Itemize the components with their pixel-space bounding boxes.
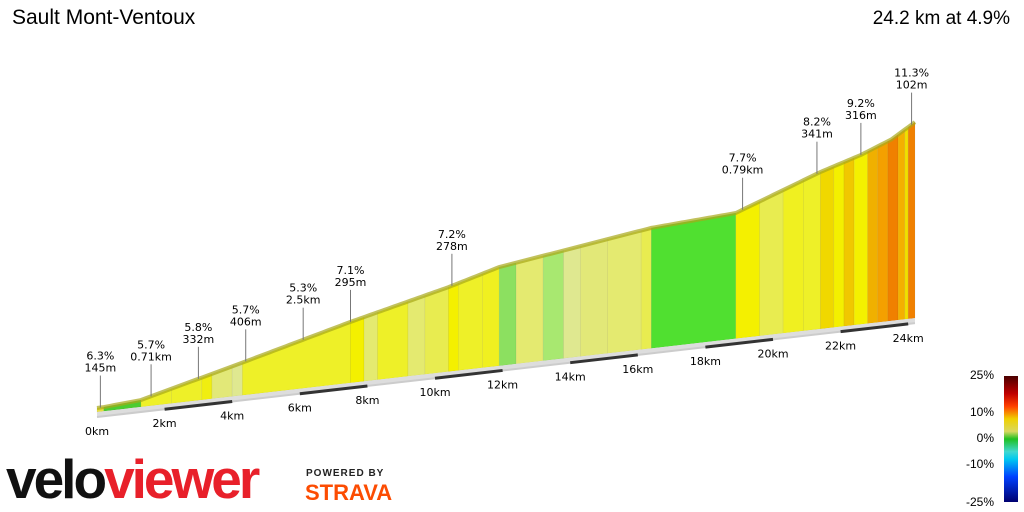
annotation-gradient: 7.7% — [729, 152, 757, 165]
annotation-gradient: 7.2% — [438, 228, 466, 241]
gradient-color-scale — [1004, 376, 1018, 502]
gradient-segment — [424, 286, 449, 375]
x-tick-label: 2km — [153, 417, 177, 430]
axis-band — [164, 399, 233, 411]
annotation-length: 332m — [183, 333, 215, 346]
gradient-segment — [887, 133, 899, 322]
gradient-segment — [843, 157, 855, 327]
x-tick-label: 4km — [220, 409, 244, 422]
gradient-segment — [407, 295, 426, 377]
gradient-segment — [580, 238, 608, 357]
gradient-segment — [377, 301, 409, 381]
axis-band — [840, 322, 909, 334]
gradient-segment — [448, 282, 459, 372]
legend-label: -25% — [965, 495, 994, 509]
annotation-length: 2.5km — [286, 294, 321, 307]
annotation-gradient: 5.7% — [137, 338, 165, 351]
x-tick-label: 10km — [419, 386, 450, 399]
climb-title: Sault Mont-Ventoux — [12, 6, 196, 29]
gradient-segment — [820, 165, 835, 330]
gradient-segment — [498, 262, 517, 367]
annotation-length: 278m — [436, 240, 468, 253]
distance-axis — [96, 322, 916, 418]
gradient-segment — [833, 161, 845, 328]
gradient-segment — [563, 245, 581, 359]
annotation-gradient: 5.3% — [289, 282, 317, 295]
annotation-gradient: 9.2% — [847, 97, 875, 110]
annotation-gradient: 5.8% — [184, 321, 212, 334]
legend-label: 25% — [969, 368, 994, 382]
annotation-length: 0.79km — [722, 164, 764, 177]
annotation-length: 341m — [801, 128, 833, 141]
x-tick-label: 24km — [893, 332, 924, 345]
gradient-segment — [897, 128, 906, 321]
x-tick-label: 22km — [825, 340, 856, 353]
x-tick-label: 8km — [355, 394, 379, 407]
x-tick-label: 16km — [622, 363, 653, 376]
gradient-segment — [782, 179, 804, 334]
x-tick-label: 0km — [85, 425, 109, 438]
gradient-segment — [867, 145, 879, 324]
gradient-segment — [877, 140, 889, 323]
logo-velo: velo — [6, 448, 107, 510]
gradient-segment — [759, 189, 784, 337]
gradient-segment — [640, 227, 652, 350]
gradient-segment — [853, 150, 868, 326]
axis-band — [434, 368, 503, 380]
axis-band — [705, 337, 774, 349]
x-tick-label: 14km — [555, 371, 586, 384]
gradient-segment — [907, 121, 916, 320]
gradient-segment — [515, 255, 544, 365]
veloviewer-logo: veloviewer — [6, 452, 260, 507]
gradient-segment — [803, 171, 821, 332]
legend-label: 0% — [976, 431, 994, 445]
legend-label: -10% — [965, 457, 994, 471]
legend-label: 10% — [969, 405, 994, 419]
gradient-segment — [363, 311, 378, 382]
x-tick-label: 20km — [757, 347, 788, 360]
axis-band — [299, 384, 368, 396]
gradient-segment — [458, 273, 483, 371]
annotation-gradient: 7.1% — [337, 264, 365, 277]
powered-by-label: POWERED BY — [306, 468, 385, 479]
annotation-length: 102m — [896, 79, 928, 92]
annotation-length: 145m — [85, 362, 117, 375]
gradient-segment — [350, 316, 365, 384]
strava-logo: STRAVA — [305, 480, 393, 505]
annotation-gradient: 6.3% — [86, 350, 114, 363]
annotation-gradient: 11.3% — [894, 67, 929, 80]
gradient-legend: 25% 10% 0% -10% -25% — [960, 368, 1024, 509]
x-tick-label: 6km — [288, 402, 312, 415]
gradient-segment — [542, 250, 564, 362]
gradient-segment — [651, 212, 737, 349]
axis-band — [570, 353, 638, 365]
gradient-segment — [735, 201, 760, 340]
climb-summary: 24.2 km at 4.9% — [872, 8, 1010, 29]
logo-viewer: viewer — [104, 448, 260, 510]
gradient-segment — [904, 126, 909, 320]
annotation-length: 0.71km — [130, 350, 172, 363]
x-tick-label: 12km — [487, 378, 518, 391]
annotation-length: 295m — [335, 276, 367, 289]
gradient-segment — [607, 230, 642, 354]
annotation-gradient: 8.2% — [803, 116, 831, 129]
gradient-segment — [482, 266, 500, 369]
profile-top-edge — [96, 120, 917, 410]
annotation-length: 406m — [230, 315, 262, 328]
x-tick-label: 18km — [690, 355, 721, 368]
annotation-gradient: 5.7% — [232, 303, 260, 316]
annotation-length: 316m — [845, 109, 877, 122]
